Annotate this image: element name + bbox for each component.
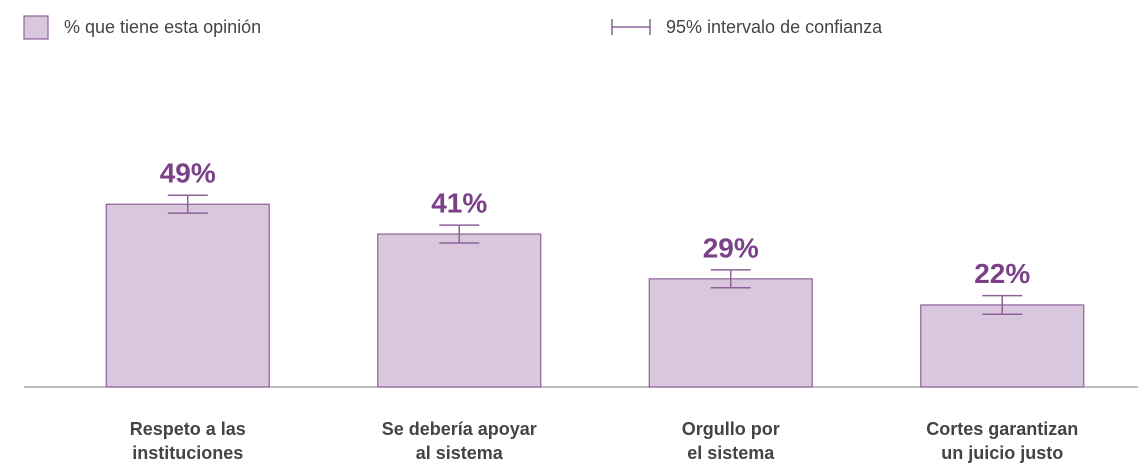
legend-error-icon bbox=[611, 19, 651, 35]
error-bar bbox=[439, 224, 480, 244]
x-tick-label: Orgullo por bbox=[682, 419, 780, 439]
value-label: 49% bbox=[160, 158, 216, 189]
legend-error-label: 95% intervalo de confianza bbox=[666, 17, 883, 37]
value-label: 29% bbox=[703, 232, 759, 263]
legend-swatch bbox=[23, 15, 49, 40]
bar bbox=[105, 203, 270, 388]
error-bar bbox=[982, 294, 1023, 316]
x-tick-label: Se debería apoyar bbox=[382, 419, 537, 439]
x-tick-label: instituciones bbox=[132, 443, 243, 463]
bar bbox=[920, 304, 1085, 388]
error-bar bbox=[167, 194, 208, 214]
value-label: 22% bbox=[974, 258, 1030, 289]
x-tick-label: al sistema bbox=[416, 443, 504, 463]
error-bar bbox=[710, 269, 751, 289]
x-tick-label: Respeto a las bbox=[130, 419, 246, 439]
x-tick-label: un juicio justo bbox=[941, 443, 1063, 463]
bar bbox=[648, 278, 813, 388]
x-tick-label: Cortes garantizan bbox=[926, 419, 1078, 439]
x-tick-label: el sistema bbox=[687, 443, 775, 463]
bar bbox=[377, 233, 542, 388]
value-label: 41% bbox=[431, 188, 487, 219]
legend-label: % que tiene esta opinión bbox=[64, 17, 261, 37]
